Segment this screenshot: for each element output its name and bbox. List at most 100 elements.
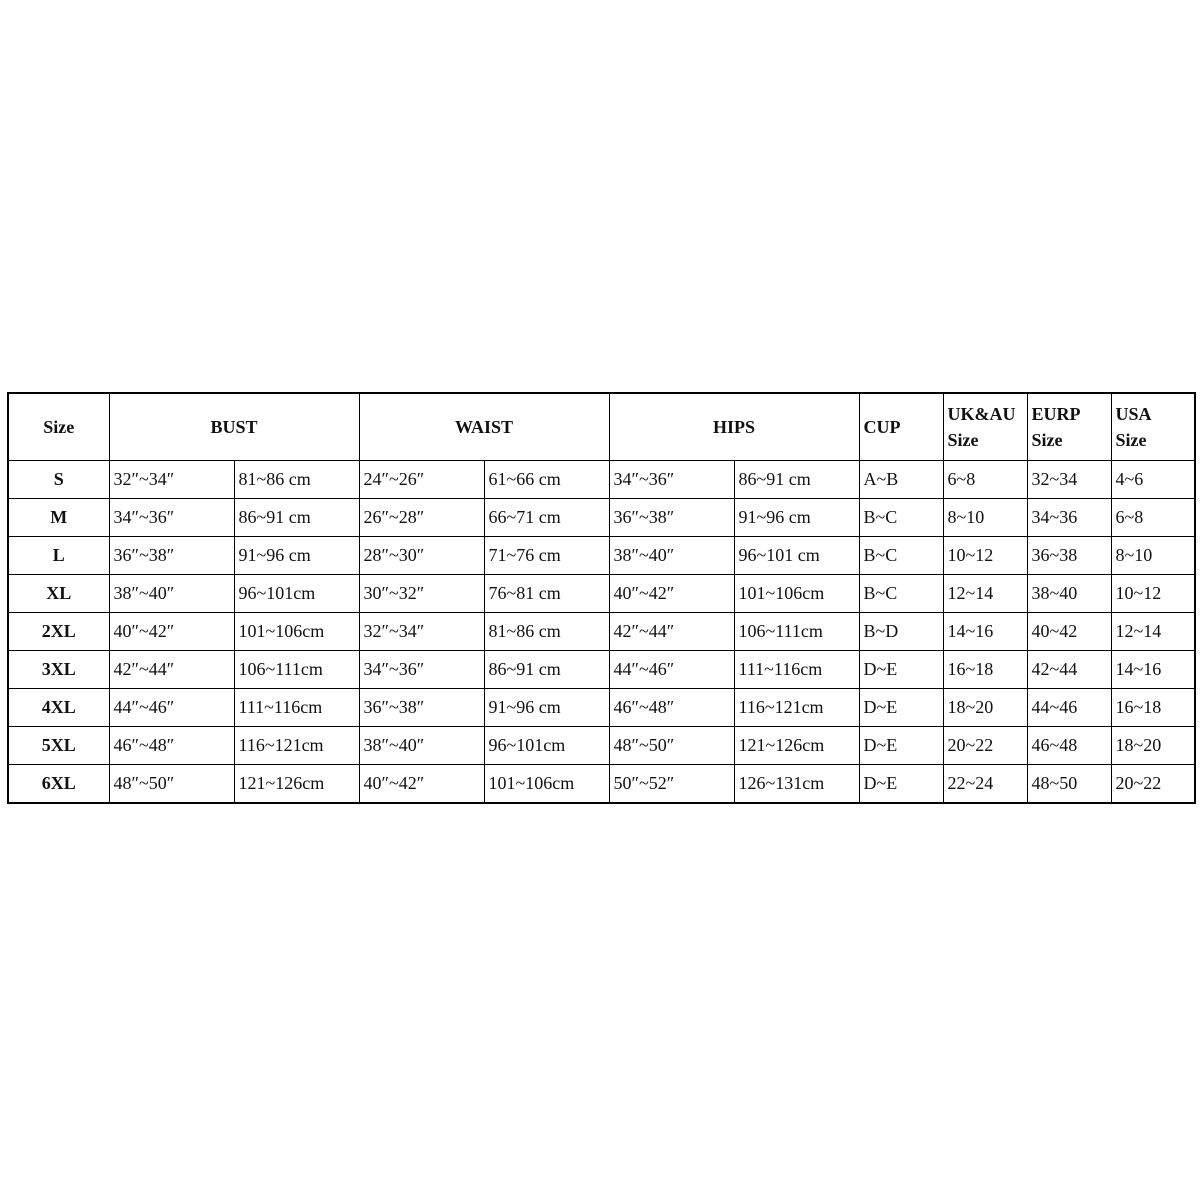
table-cell: 91~96 cm [233,536,360,575]
table-cell: 48~50 [1026,764,1112,804]
table-cell: 86~91 cm [733,460,860,499]
table-cell: 91~96 cm [483,688,610,727]
table-cell: 36″~38″ [358,688,485,727]
table-cell: D~E [858,726,944,765]
table-cell: 36″~38″ [608,498,735,537]
table-cell: 10~12 [942,536,1028,575]
table-cell: A~B [858,460,944,499]
table-row: XL 38″~40″ 96~101cm 30″~32″ 76~81 cm 40″~42″ 1… [7,574,1196,613]
table-cell: 111~116cm [733,650,860,689]
table-cell: 34~36 [1026,498,1112,537]
table-cell: 86~91 cm [233,498,360,537]
table-cell: 61~66 cm [483,460,610,499]
table-cell: 116~121cm [233,726,360,765]
table-cell: 101~106cm [483,764,610,804]
table-cell: 38″~40″ [358,726,485,765]
header-cell: Size [7,392,110,461]
header-cell: USA Size [1110,392,1196,461]
table-cell: 46″~48″ [608,688,735,727]
table-cell: 24″~26″ [358,460,485,499]
table-cell: 116~121cm [733,688,860,727]
table-cell: 12~14 [942,574,1028,613]
table-cell: 86~91 cm [483,650,610,689]
table-cell: 10~12 [1110,574,1196,613]
table-row: 3XL 42″~44″ 106~111cm 34″~36″ 86~91 cm 44″~46… [7,650,1196,689]
table-cell: 44″~46″ [608,650,735,689]
table-cell: 6~8 [942,460,1028,499]
size-cell: 3XL [7,650,110,689]
header-cell: WAIST [358,392,610,461]
table-cell: 106~111cm [733,612,860,651]
size-cell: L [7,536,110,575]
table-row: M 34″~36″ 86~91 cm 26″~28″ 66~71 cm 36″~38″ 91… [7,498,1196,537]
table-cell: 6~8 [1110,498,1196,537]
table-cell: 36″~38″ [108,536,235,575]
table-cell: D~E [858,650,944,689]
table-cell: 101~106cm [733,574,860,613]
table-cell: 76~81 cm [483,574,610,613]
table-cell: 71~76 cm [483,536,610,575]
table-cell: 48″~50″ [608,726,735,765]
table-cell: 111~116cm [233,688,360,727]
table-cell: 40″~42″ [108,612,235,651]
table-cell: 26″~28″ [358,498,485,537]
table-cell: 34″~36″ [358,650,485,689]
size-cell: 4XL [7,688,110,727]
table-cell: 34″~36″ [608,460,735,499]
table-cell: 28″~30″ [358,536,485,575]
table-cell: 46″~48″ [108,726,235,765]
table-cell: 38~40 [1026,574,1112,613]
table-cell: 40″~42″ [358,764,485,804]
table-cell: B~C [858,498,944,537]
table-cell: D~E [858,688,944,727]
table-cell: 12~14 [1110,612,1196,651]
size-cell: 5XL [7,726,110,765]
table-cell: 20~22 [1110,764,1196,804]
table-cell: B~C [858,574,944,613]
table-row: 2XL 40″~42″ 101~106cm 32″~34″ 81~86 cm 42″~44… [7,612,1196,651]
table-cell: 46~48 [1026,726,1112,765]
header-cell: HIPS [608,392,860,461]
table-cell: 30″~32″ [358,574,485,613]
size-cell: 6XL [7,764,110,804]
table-cell: 42″~44″ [608,612,735,651]
header-cell: BUST [108,392,360,461]
size-cell: XL [7,574,110,613]
table-row: 4XL 44″~46″ 111~116cm 36″~38″ 91~96 cm 46″~48… [7,688,1196,727]
table-cell: D~E [858,764,944,804]
table-cell: 91~96 cm [733,498,860,537]
table-cell: 50″~52″ [608,764,735,804]
table-cell: 40~42 [1026,612,1112,651]
table-row: 6XL 48″~50″ 121~126cm 40″~42″ 101~106cm 50″~5… [7,764,1196,804]
size-cell: S [7,460,110,499]
header-cell: CUP [858,392,944,461]
table-cell: 32~34 [1026,460,1112,499]
header-row: Size BUST WAIST HIPS CUP UK&AU Size EURP Size U… [7,392,1196,461]
table-body: S 32″~34″ 81~86 cm 24″~26″ 61~66 cm 34″~36″ 86… [7,460,1196,804]
table-cell: 42~44 [1026,650,1112,689]
table-cell: 32″~34″ [358,612,485,651]
table-cell: 18~20 [1110,726,1196,765]
table-cell: 121~126cm [233,764,360,804]
header-cell: EURP Size [1026,392,1112,461]
size-table: Size BUST WAIST HIPS CUP UK&AU Size EURP Size U… [7,392,1197,804]
table-cell: 121~126cm [733,726,860,765]
table-cell: 38″~40″ [608,536,735,575]
table-cell: 48″~50″ [108,764,235,804]
table-cell: B~C [858,536,944,575]
table-cell: 44″~46″ [108,688,235,727]
table-cell: 126~131cm [733,764,860,804]
table-cell: 8~10 [1110,536,1196,575]
table-row: 5XL 46″~48″ 116~121cm 38″~40″ 96~101cm 48″~50… [7,726,1196,765]
table-cell: 22~24 [942,764,1028,804]
table-row: S 32″~34″ 81~86 cm 24″~26″ 61~66 cm 34″~36″ 86… [7,460,1196,499]
table-cell: 20~22 [942,726,1028,765]
table-cell: 36~38 [1026,536,1112,575]
table-cell: 96~101 cm [733,536,860,575]
header-cell: UK&AU Size [942,392,1028,461]
table-cell: 16~18 [942,650,1028,689]
table-cell: 96~101cm [233,574,360,613]
table-cell: 96~101cm [483,726,610,765]
size-cell: 2XL [7,612,110,651]
